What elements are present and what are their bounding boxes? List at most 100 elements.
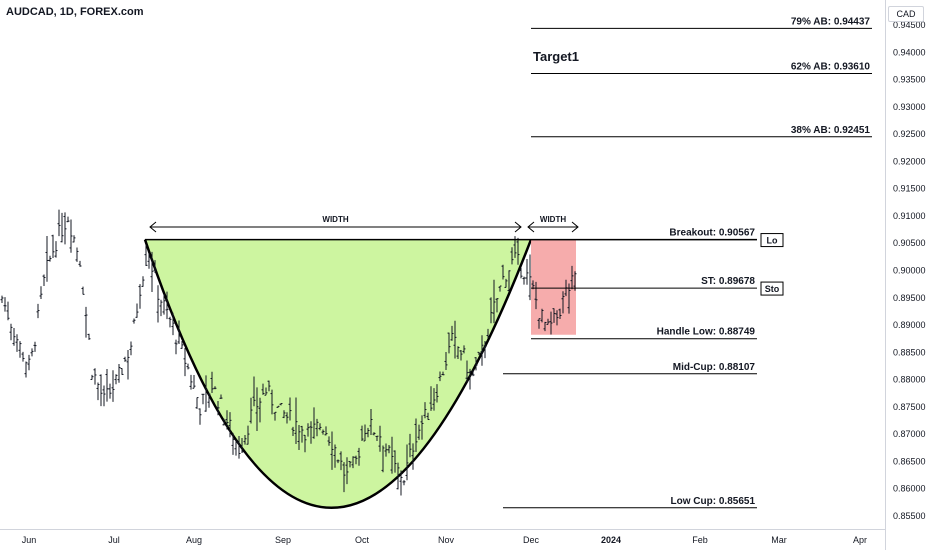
ohlc-bar	[216, 401, 220, 416]
ohlc-bar	[231, 432, 235, 455]
ohlc-bar	[204, 375, 208, 412]
ohlc-bar	[573, 271, 577, 291]
y-tick-label: 0.94500	[893, 20, 926, 30]
ohlc-bar	[138, 284, 142, 309]
ohlc-bar	[312, 407, 316, 439]
ohlc-bar	[96, 382, 100, 401]
ohlc-bar	[222, 418, 226, 426]
tag-sto-text: Sto	[765, 284, 780, 294]
y-tick-label: 0.85500	[893, 511, 926, 521]
level-label: Breakout: 0.90567	[669, 228, 755, 239]
ohlc-bar	[315, 418, 319, 437]
y-tick-label: 0.90500	[893, 238, 926, 248]
ohlc-bar	[417, 424, 421, 440]
ohlc-bar	[495, 298, 499, 313]
ohlc-bar	[549, 311, 553, 335]
ohlc-bar	[522, 276, 526, 285]
ohlc-bar	[60, 212, 64, 243]
ohlc-bar	[393, 450, 397, 473]
ohlc-bar	[390, 436, 394, 474]
y-tick-label: 0.89000	[893, 320, 926, 330]
chart-title: AUDCAD, 1D, FOREX.com	[6, 6, 144, 18]
ohlc-bar	[372, 432, 376, 436]
ohlc-bar	[420, 415, 424, 440]
currency-label[interactable]: CAD	[888, 6, 924, 22]
ohlc-bar	[348, 460, 352, 468]
ohlc-bar	[159, 299, 163, 317]
y-tick-label: 0.88500	[893, 347, 926, 357]
ohlc-bar	[330, 431, 334, 470]
ohlc-bar	[309, 421, 313, 444]
ohlc-bar	[57, 209, 61, 237]
ohlc-bar	[468, 368, 472, 390]
ohlc-bar	[90, 374, 94, 380]
ohlc-bar	[261, 383, 265, 395]
ohlc-bar	[174, 339, 178, 355]
ohlc-bar	[69, 219, 73, 253]
y-tick-label: 0.90000	[893, 266, 926, 276]
x-tick-label: Jul	[108, 535, 120, 545]
ohlc-bar	[183, 347, 187, 377]
ohlc-bar	[219, 394, 223, 399]
ohlc-bar	[255, 387, 259, 431]
ohlc-bar	[510, 247, 514, 265]
cup-width-label: WIDTH	[322, 215, 348, 224]
ohlc-bar	[561, 291, 565, 314]
ohlc-bar	[213, 386, 217, 390]
ohlc-bar	[51, 234, 55, 258]
ohlc-bar	[78, 260, 82, 267]
ohlc-bar	[171, 312, 175, 336]
ohlc-bar	[516, 237, 520, 265]
ohlc-bar	[540, 308, 544, 323]
handle-width-label: WIDTH	[540, 215, 566, 224]
ohlc-bar	[435, 384, 439, 403]
ohlc-bar	[252, 376, 256, 407]
ohlc-bar	[321, 429, 325, 435]
y-tick-label: 0.87500	[893, 402, 926, 412]
time-axis-divider	[0, 529, 885, 530]
ohlc-bar	[543, 321, 547, 332]
ohlc-bar	[480, 335, 484, 366]
y-tick-label: 0.94000	[893, 47, 926, 57]
ohlc-bar	[360, 425, 364, 441]
ohlc-bar	[465, 360, 469, 383]
cup-width-arrow-right	[514, 221, 522, 233]
y-tick-label: 0.86500	[893, 456, 926, 466]
ohlc-bar	[345, 457, 349, 485]
ohlc-bar	[249, 397, 253, 424]
ohlc-bar	[21, 351, 25, 362]
ohlc-bar	[342, 462, 346, 493]
ohlc-bar	[303, 434, 307, 453]
ohlc-bar	[288, 397, 292, 421]
ohlc-bar	[228, 412, 232, 438]
ohlc-bar	[99, 374, 103, 407]
cup-width-arrow-left	[149, 221, 157, 233]
y-tick-label: 0.87000	[893, 429, 926, 439]
y-tick-label: 0.91000	[893, 211, 926, 221]
y-tick-label: 0.91500	[893, 184, 926, 194]
ohlc-bar	[117, 364, 121, 383]
ohlc-bar	[351, 456, 355, 469]
ohlc-bar	[333, 444, 337, 468]
ohlc-bar	[105, 368, 109, 402]
ohlc-bar	[201, 393, 205, 405]
ohlc-bar	[180, 341, 184, 349]
ohlc-bar	[282, 410, 286, 419]
ohlc-bar	[45, 236, 49, 282]
ohlc-bar	[555, 310, 559, 326]
ohlc-bar	[264, 387, 268, 396]
ohlc-bar	[429, 386, 433, 411]
ohlc-bar	[33, 341, 37, 352]
ohlc-bar	[240, 438, 244, 453]
ohlc-bar	[378, 425, 382, 452]
ohlc-bar	[93, 368, 97, 385]
ohlc-bar	[189, 374, 193, 390]
ohlc-bar	[525, 258, 529, 285]
ohlc-bar	[63, 212, 67, 245]
ohlc-bar	[237, 436, 241, 459]
ohlc-bar	[402, 480, 406, 486]
ohlc-bar	[18, 341, 22, 358]
ohlc-bar	[498, 285, 502, 292]
